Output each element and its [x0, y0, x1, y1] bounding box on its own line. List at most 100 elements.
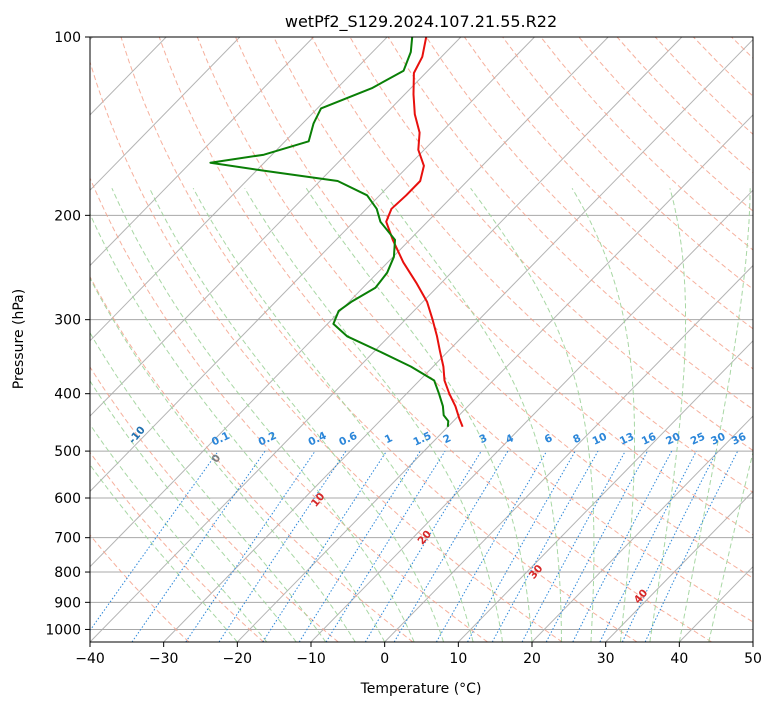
y-tick-label: 500: [54, 444, 81, 460]
dry-adiabat-label: 0: [210, 452, 224, 465]
mixing-ratio-label: 25: [689, 431, 707, 448]
dry-adiabat-line: [90, 275, 414, 642]
sounding-profiles: [209, 37, 464, 428]
mixing-ratio-line: [599, 450, 697, 642]
dry-adiabat-line: [235, 37, 753, 579]
mixing-ratio-line: [298, 450, 421, 642]
x-tick-label: 30: [597, 651, 615, 667]
mixing-ratio-label: 3: [477, 432, 489, 446]
isotherm-line: [90, 37, 535, 493]
mixing-ratio-label: 6: [543, 432, 555, 446]
x-tick-label: 10: [449, 651, 467, 667]
mixing-ratio-line: [435, 450, 548, 642]
y-tick-label: 200: [54, 208, 81, 224]
dewpoint-line: [209, 37, 450, 427]
dry-adiabat-line: [90, 451, 264, 642]
dry-adiabat-line: [770, 37, 775, 642]
y-tick-label: 100: [54, 30, 81, 46]
isotherm-line: [457, 340, 753, 642]
mixing-ratio-label: 30: [709, 431, 727, 448]
moist-adiabat-line: [149, 187, 445, 642]
mixing-ratio-label: 13: [618, 431, 636, 448]
mixing-ratio-line: [364, 450, 482, 642]
dry-adiabat-label: 20: [416, 528, 435, 547]
dry-adiabat-line: [158, 37, 712, 642]
moist-adiabats: [90, 187, 753, 642]
y-axis-label: Pressure (hPa): [11, 289, 27, 389]
mixing-ratio-lines: [90, 450, 739, 642]
y-tick-label: 600: [54, 491, 81, 507]
dry-adiabat-line: [90, 176, 488, 642]
x-tick-label: −30: [149, 651, 179, 667]
isotherm-line: [605, 490, 753, 642]
moist-adiabat-line: [244, 187, 503, 642]
dry-adiabat-line: [502, 37, 753, 290]
dry-adiabat-line: [463, 37, 753, 330]
mixing-ratio-line: [545, 450, 648, 642]
x-axis-label: Temperature (°C): [360, 681, 482, 697]
dry-adiabat-line: [387, 37, 753, 411]
mixing-ratio-label: 2: [441, 432, 453, 446]
isotherm-line: [90, 37, 683, 642]
isotherm-line: [90, 37, 314, 267]
isotherm-line: [384, 264, 753, 642]
mixing-ratio-label: 36: [730, 431, 748, 448]
dry-adiabat-line: [693, 37, 753, 97]
mixing-ratio-label: 8: [571, 432, 583, 446]
isotherm-line: [90, 37, 609, 568]
dry-adiabat-label: 30: [527, 563, 546, 582]
mixing-ratio-line: [262, 450, 388, 642]
mixing-ratio-line: [644, 450, 739, 642]
mixing-ratio-label: 0.1: [210, 430, 232, 449]
moist-adiabat-line: [90, 380, 297, 642]
mixing-ratio-label: 4: [504, 432, 516, 446]
mixing-ratio-label: 20: [664, 431, 682, 448]
isotherm-line: [163, 38, 753, 642]
x-tick-label: 20: [523, 651, 541, 667]
isotherm-line: [90, 37, 462, 417]
moist-adiabat-line: [380, 187, 562, 642]
mixing-ratio-line: [521, 450, 626, 642]
y-tick-label: 700: [54, 531, 81, 547]
moist-adiabat-line: [571, 187, 635, 642]
dry-adiabat-line: [273, 37, 753, 536]
moist-adiabat-line: [90, 212, 386, 642]
moist-adiabat-line: [678, 188, 751, 642]
mixing-ratio-line: [185, 450, 316, 642]
dry-adiabat-line: [196, 37, 753, 623]
y-tick-label: 800: [54, 565, 81, 581]
moist-adiabat-line: [305, 187, 533, 642]
mixing-ratio-line: [467, 450, 576, 642]
dry-adiabat-line: [349, 37, 753, 452]
dry-adiabat-label: 40: [632, 587, 651, 606]
isotherm-line: [752, 641, 753, 642]
moist-adiabat-line: [90, 464, 238, 642]
dry-adiabat-line: [90, 60, 563, 642]
isotherm-line: [90, 37, 388, 342]
dry-adiabat-line: [616, 37, 753, 174]
dry-adiabat-line: [654, 37, 753, 135]
x-tick-label: −10: [296, 651, 326, 667]
isotherm-line: [90, 37, 241, 191]
y-tick-label: 300: [54, 313, 81, 329]
y-tick-label: 900: [54, 595, 81, 611]
mixing-ratio-label: 0.2: [257, 430, 279, 449]
x-tick-label: 0: [380, 651, 389, 667]
mixing-ratio-line: [325, 450, 446, 642]
mixing-ratio-line: [90, 450, 219, 632]
dry-adiabat-label: -10: [126, 424, 147, 446]
mixing-ratio-labels: 0.1 0.2 0.4 0.6 1 1.5 2 3 4 6 8 10 13 16 20 25 30 36: [210, 430, 748, 449]
x-tick-label: 50: [744, 651, 762, 667]
y-tick-label: 1000: [45, 622, 81, 638]
mixing-ratio-label: 1: [383, 432, 395, 446]
moist-adiabat-line: [90, 331, 327, 642]
isobar-grid: [90, 37, 753, 630]
x-tick-label: −40: [75, 651, 105, 667]
dry-adiabat-line: [90, 534, 190, 642]
isotherm-grid: [90, 37, 753, 642]
y-tick-label: 400: [54, 387, 81, 403]
chart-title: wetPf2_S129.2024.107.21.55.R22: [285, 12, 557, 32]
moist-adiabat-line: [708, 450, 753, 642]
